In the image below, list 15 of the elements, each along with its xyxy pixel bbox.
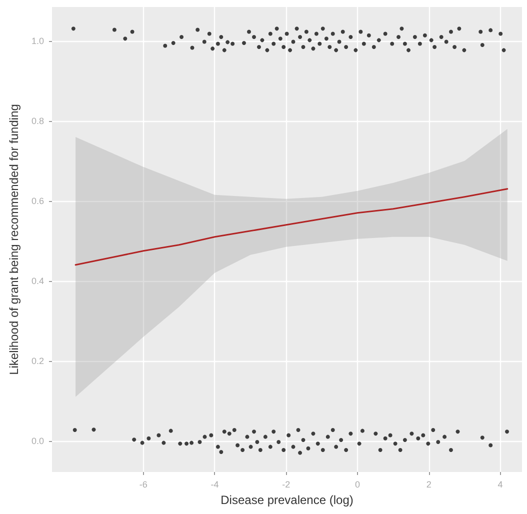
y-tick-label: 0.8 bbox=[31, 116, 44, 126]
x-tick-label: 4 bbox=[498, 480, 503, 490]
x-tick-label: -4 bbox=[210, 480, 219, 490]
y-tick-label: 0.2 bbox=[31, 356, 44, 366]
y-tick-label: 0.6 bbox=[31, 196, 44, 206]
y-tick-label: 1.0 bbox=[31, 36, 44, 46]
x-axis-title: Disease prevalence (log) bbox=[220, 493, 354, 507]
y-tick-label: 0.4 bbox=[31, 276, 44, 286]
x-tick-label: -6 bbox=[139, 480, 148, 490]
y-axis-title: Likelihood of grant being recommended for funding bbox=[7, 104, 21, 375]
x-tick-label: 2 bbox=[426, 480, 432, 490]
y-tick-label: 0.0 bbox=[31, 436, 44, 446]
line-series bbox=[74, 188, 508, 266]
x-tick-label: -2 bbox=[282, 480, 290, 490]
x-tick-label: 0 bbox=[354, 480, 360, 490]
